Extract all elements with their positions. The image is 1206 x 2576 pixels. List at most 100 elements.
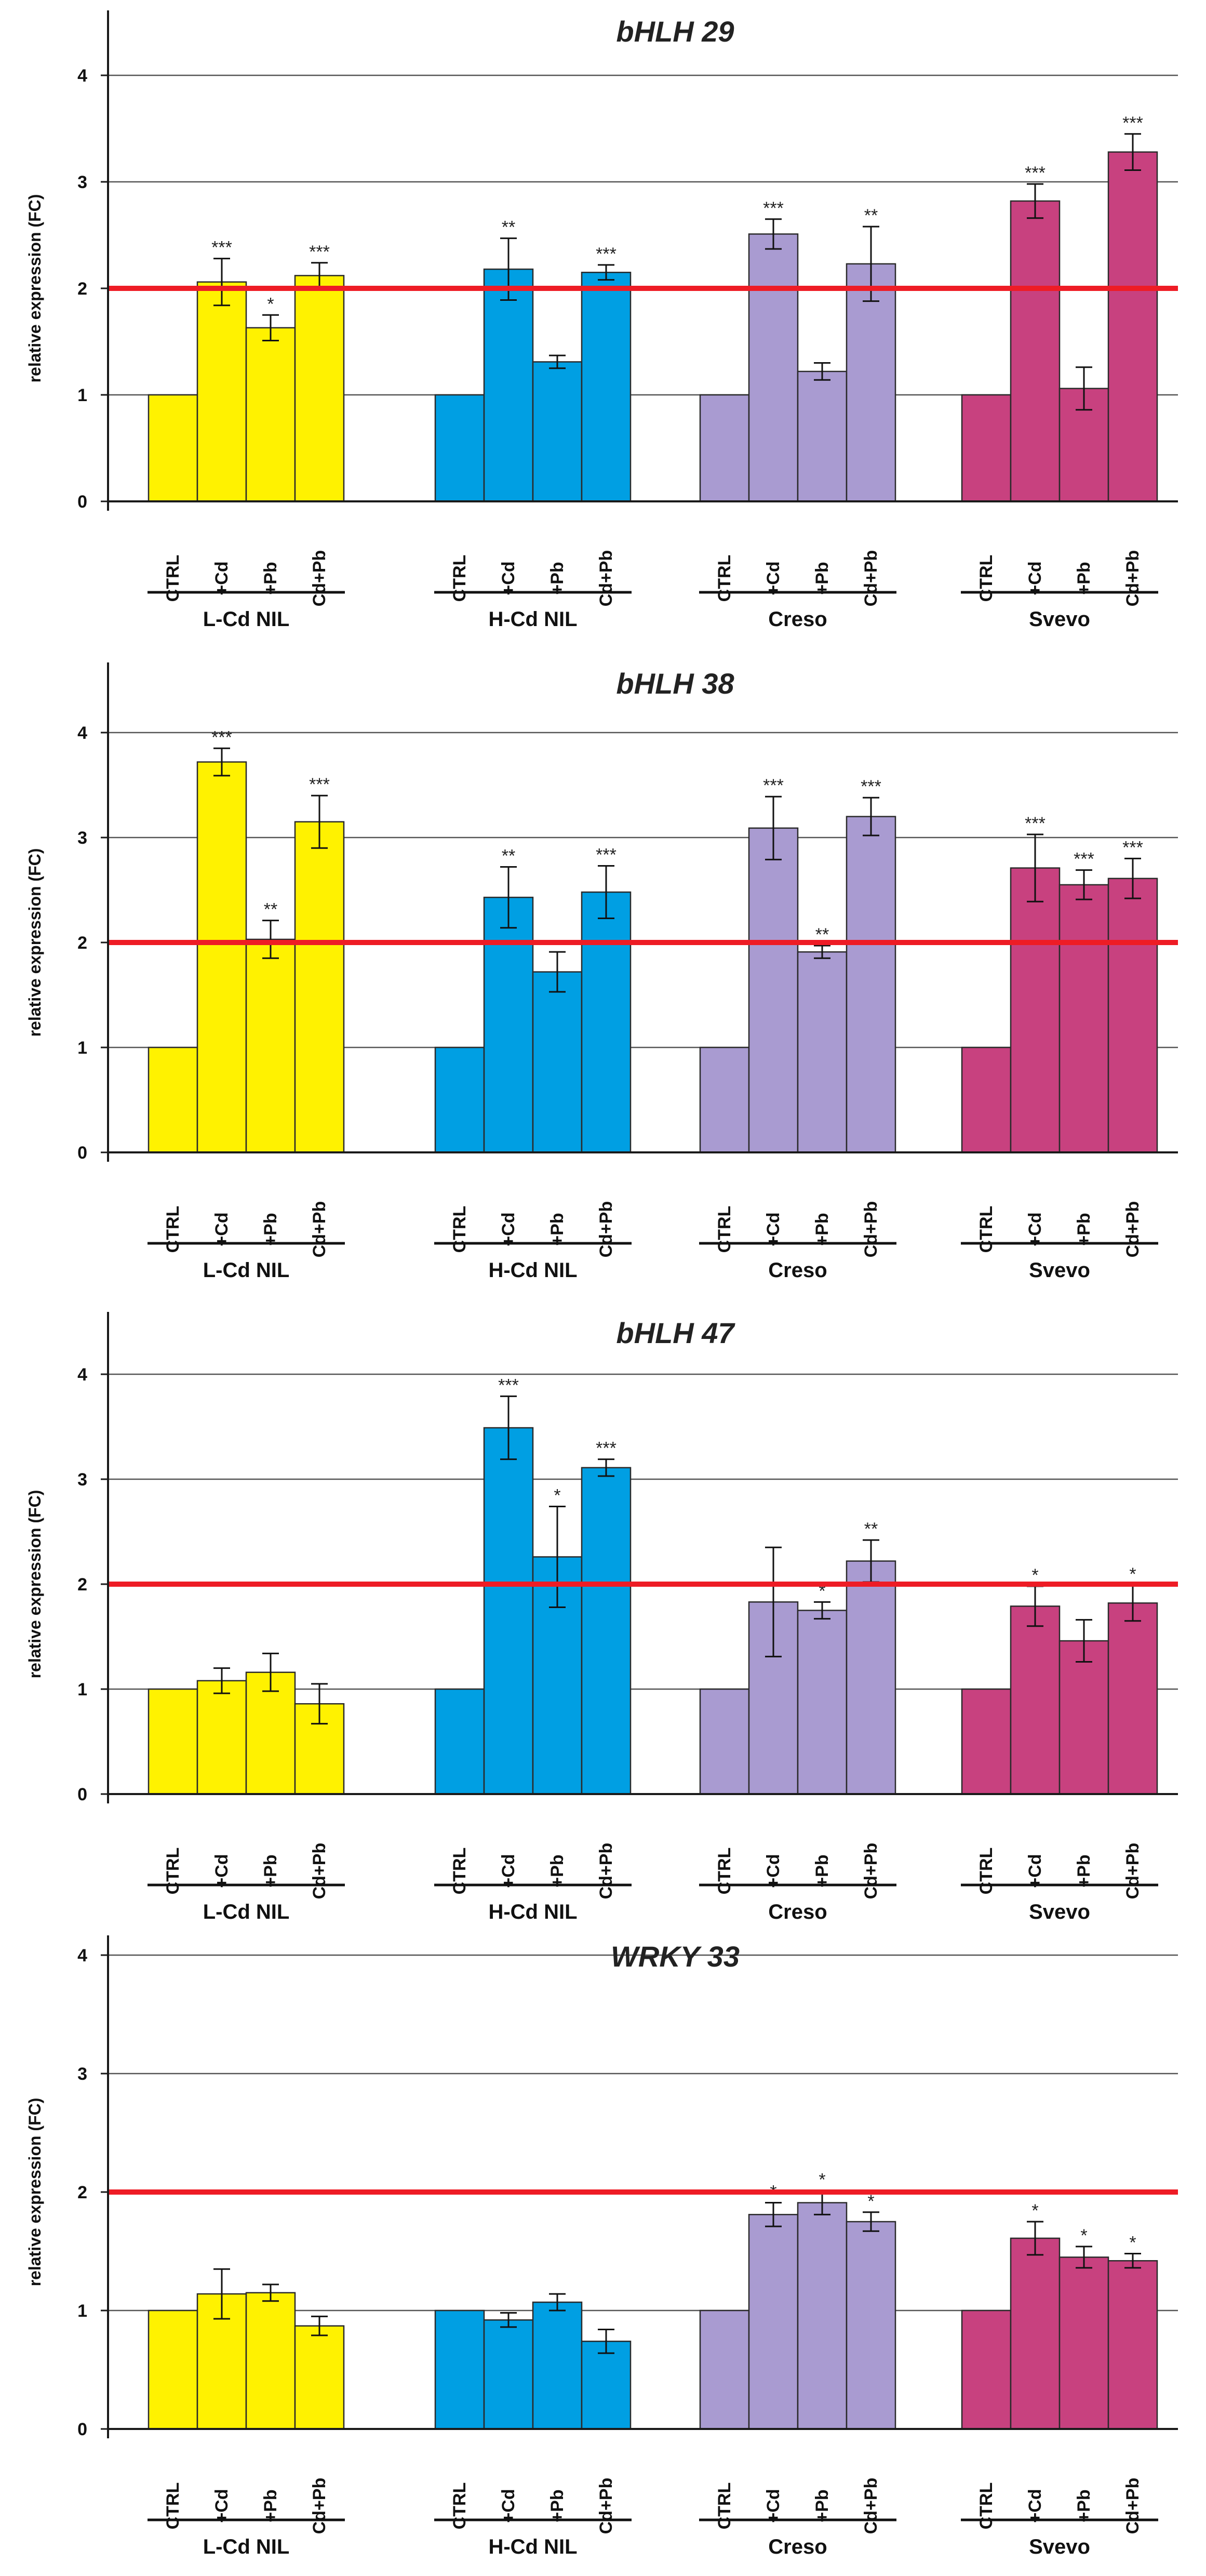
bar xyxy=(148,394,198,502)
chart-panel-4: 0 1 2 3 4 relative expression (FC) WRKY 33 CTRL… xyxy=(25,1935,1178,2558)
significance-label: *** xyxy=(211,238,232,258)
bar xyxy=(245,1671,296,1795)
bar xyxy=(245,938,296,1153)
group-label: Svevo xyxy=(1029,1901,1090,1923)
y-tick-label: 2 xyxy=(77,1575,87,1595)
y-tick-label: 3 xyxy=(77,172,87,192)
bar xyxy=(961,1046,1012,1153)
category-label: +Pb xyxy=(547,1854,567,1887)
significance-label: *** xyxy=(596,845,617,865)
y-tick-label: 0 xyxy=(77,1143,87,1163)
category-label: CTRL xyxy=(450,555,470,602)
category-label: CTRL xyxy=(715,1848,734,1895)
category-label: +Cd xyxy=(212,561,232,595)
chart-panel-3: 0 1 2 3 4 relative expression (FC) bHLH 47 CTRL… xyxy=(25,1312,1178,1923)
significance-label: * xyxy=(1080,2226,1087,2246)
category-label: +Cd xyxy=(1025,561,1045,595)
significance-label: *** xyxy=(596,244,617,264)
group-label: Creso xyxy=(768,1259,827,1282)
category-label: CTRL xyxy=(976,2482,996,2530)
significance-label: ** xyxy=(864,206,878,225)
bar xyxy=(245,2292,296,2430)
group-label: Svevo xyxy=(1029,2535,1090,2558)
bar xyxy=(1058,2256,1109,2430)
significance-label: *** xyxy=(1122,838,1143,857)
y-tick-label: 1 xyxy=(77,1038,87,1058)
category-label: CTRL xyxy=(163,2482,183,2530)
bar xyxy=(434,1046,485,1153)
y-tick-label: 1 xyxy=(77,2301,87,2321)
category-label: Cd+Pb xyxy=(1123,2478,1143,2534)
category-label: +Pb xyxy=(812,2489,832,2522)
bar xyxy=(846,816,896,1153)
bar xyxy=(1010,867,1061,1153)
significance-label: *** xyxy=(596,1439,617,1458)
bar xyxy=(434,2309,485,2430)
category-label: Cd+Pb xyxy=(861,1201,881,1258)
group-label: H-Cd NIL xyxy=(488,608,577,631)
bar xyxy=(483,268,534,502)
significance-label: *** xyxy=(1025,814,1046,833)
chart-panel-2: 0 1 2 3 4 relative expression (FC) bHLH 38 CTRL… xyxy=(25,662,1178,1282)
chart-title: bHLH 47 xyxy=(616,1317,735,1349)
bar xyxy=(245,327,296,502)
category-label: Cd+Pb xyxy=(596,2478,616,2534)
y-tick-label: 3 xyxy=(77,828,87,848)
bar xyxy=(797,2202,848,2430)
bar xyxy=(196,1680,247,1795)
category-label: CTRL xyxy=(976,555,996,602)
category-label: +Pb xyxy=(261,1213,280,1245)
bar xyxy=(196,761,247,1153)
category-label: CTRL xyxy=(163,1206,183,1253)
category-label: CTRL xyxy=(450,2482,470,2530)
bar xyxy=(532,361,583,502)
bar xyxy=(434,1688,485,1795)
significance-label: *** xyxy=(309,775,330,794)
group-label: L-Cd NIL xyxy=(203,1259,290,1282)
bar xyxy=(1107,151,1158,502)
y-tick-label: 1 xyxy=(77,1680,87,1699)
group-label: L-Cd NIL xyxy=(203,608,290,631)
bar xyxy=(748,233,799,502)
significance-label: *** xyxy=(763,776,784,795)
bar xyxy=(1010,2237,1061,2430)
category-label: CTRL xyxy=(715,1206,734,1253)
category-label: +Pb xyxy=(812,1854,832,1887)
y-tick-label: 2 xyxy=(77,933,87,953)
category-label: +Cd xyxy=(499,2489,518,2522)
y-tick-label: 1 xyxy=(77,386,87,405)
bar xyxy=(1010,200,1061,502)
significance-label: * xyxy=(819,2170,825,2190)
bar xyxy=(483,896,534,1153)
category-label: +Cd xyxy=(212,2489,232,2522)
y-tick-label: 2 xyxy=(77,2183,87,2202)
bar xyxy=(483,2319,534,2430)
bar xyxy=(846,1560,896,1795)
group-label: Svevo xyxy=(1029,608,1090,631)
category-label: +Cd xyxy=(763,2489,783,2522)
category-label: +Cd xyxy=(1025,1212,1045,1246)
category-label: CTRL xyxy=(163,555,183,602)
category-label: +Cd xyxy=(499,1212,518,1246)
bar xyxy=(797,951,848,1153)
significance-label: *** xyxy=(309,242,330,262)
chart-title: bHLH 29 xyxy=(616,15,734,48)
chart-panel-1: 0 1 2 3 4 relative expression (FC) bHLH 29 CTRL… xyxy=(25,10,1178,631)
category-label: +Pb xyxy=(1074,1854,1094,1887)
bar xyxy=(148,1688,198,1795)
significance-label: * xyxy=(867,2192,874,2211)
significance-label: * xyxy=(1129,2233,1136,2253)
category-label: Cd+Pb xyxy=(596,550,616,607)
bar xyxy=(961,2309,1012,2430)
category-label: CTRL xyxy=(163,1848,183,1895)
bar xyxy=(748,2214,799,2430)
category-label: +Pb xyxy=(547,2489,567,2522)
bar xyxy=(961,394,1012,502)
significance-label: ** xyxy=(264,900,277,920)
bar xyxy=(797,370,848,502)
category-label: CTRL xyxy=(450,1206,470,1253)
group-label: L-Cd NIL xyxy=(203,2535,290,2558)
category-label: Cd+Pb xyxy=(1123,1201,1143,1258)
bar xyxy=(699,394,750,502)
